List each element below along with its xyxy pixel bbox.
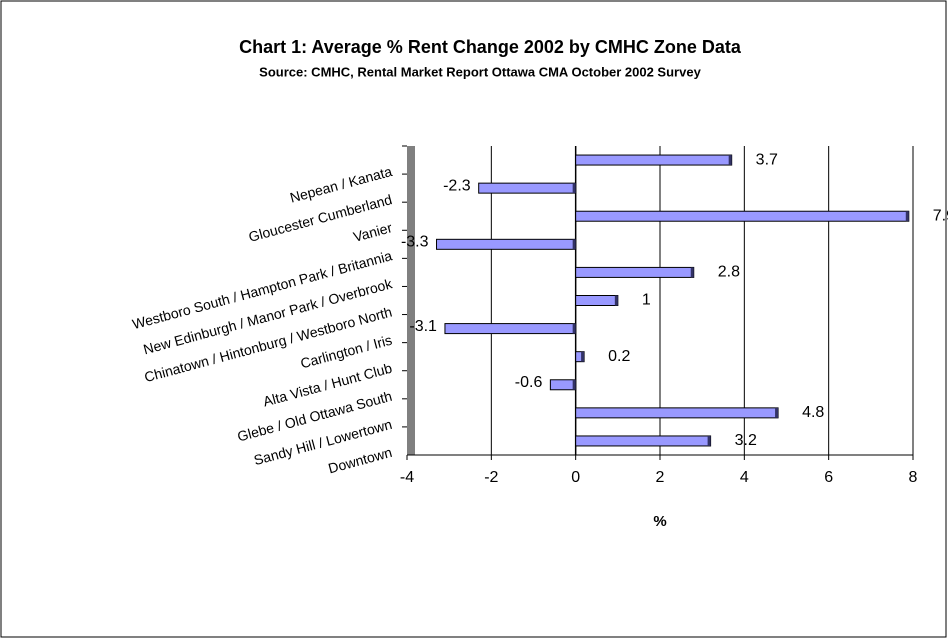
bar bbox=[436, 238, 577, 250]
bar bbox=[478, 182, 577, 194]
value-label: 0.2 bbox=[608, 348, 630, 365]
chart-title: Chart 1: Average % Rent Change 2002 by C… bbox=[239, 37, 742, 57]
x-tick-label: 0 bbox=[571, 469, 580, 486]
value-label: 4.8 bbox=[802, 404, 824, 421]
x-tick-label: -4 bbox=[400, 469, 414, 486]
bar-end bbox=[572, 239, 576, 250]
bar-end bbox=[707, 435, 711, 446]
value-label: 3.2 bbox=[735, 432, 757, 449]
value-label: -3.3 bbox=[401, 234, 429, 251]
value-label: 7.9 bbox=[933, 207, 948, 224]
bar-end bbox=[614, 295, 618, 306]
value-label: -0.6 bbox=[515, 374, 543, 391]
value-label: 2.8 bbox=[718, 264, 740, 281]
x-tick-label: 8 bbox=[909, 469, 918, 486]
bar bbox=[575, 407, 779, 419]
bar-end bbox=[572, 323, 576, 334]
plot-wall bbox=[407, 146, 415, 455]
bar bbox=[575, 266, 695, 278]
x-axis-label: % bbox=[653, 513, 666, 530]
bar bbox=[575, 351, 585, 363]
bar-end bbox=[905, 211, 909, 222]
value-label: -3.1 bbox=[409, 318, 437, 335]
chart-subtitle: Source: CMHC, Rental Market Report Ottaw… bbox=[259, 64, 701, 79]
bar-end bbox=[572, 183, 576, 194]
bar-end bbox=[690, 267, 694, 278]
value-label: 3.7 bbox=[756, 151, 778, 168]
bar bbox=[575, 295, 619, 306]
x-tick-label: -2 bbox=[484, 469, 498, 486]
bar bbox=[575, 210, 910, 222]
x-tick-label: 4 bbox=[740, 469, 749, 486]
bar bbox=[549, 379, 577, 391]
bar-end bbox=[572, 379, 576, 390]
bar bbox=[575, 154, 733, 166]
x-tick-label: 2 bbox=[656, 469, 665, 486]
bar-end bbox=[581, 351, 585, 362]
bar bbox=[575, 435, 712, 447]
bar-end bbox=[775, 407, 779, 418]
x-tick-label: 6 bbox=[824, 469, 833, 486]
bar bbox=[444, 323, 577, 335]
bar-end bbox=[728, 155, 732, 166]
value-label: 1 bbox=[642, 292, 651, 309]
value-label: -2.3 bbox=[443, 177, 471, 194]
